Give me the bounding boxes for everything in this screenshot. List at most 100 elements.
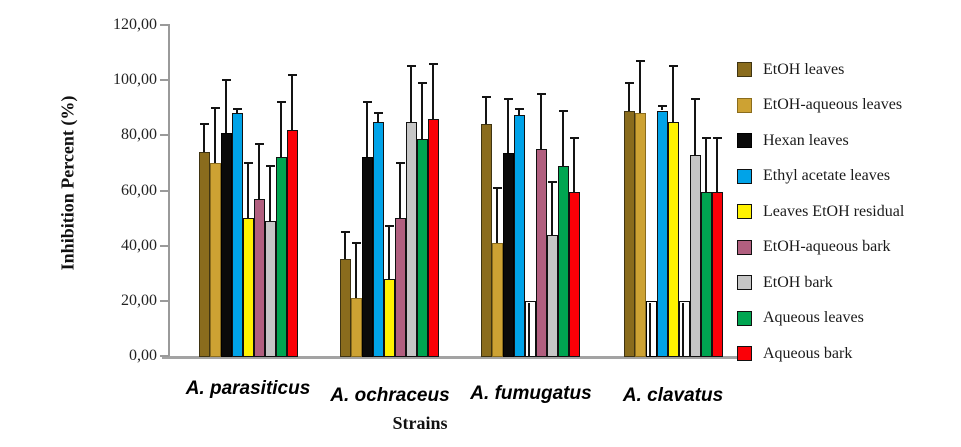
legend-swatch xyxy=(737,168,752,184)
legend-item: EtOH bark xyxy=(737,265,904,301)
y-tick-label: 60,00 xyxy=(121,181,157,199)
error-bar-whisker xyxy=(705,138,707,192)
error-bar-whisker xyxy=(485,96,487,125)
x-axis-title: Strains xyxy=(392,413,448,433)
error-bar-whisker xyxy=(247,162,249,219)
error-bar-cap xyxy=(625,81,634,84)
bar xyxy=(492,242,503,357)
error-bar-whisker xyxy=(291,74,293,130)
error-bar-cap xyxy=(407,65,416,68)
bar xyxy=(362,157,373,357)
bar xyxy=(503,153,514,357)
legend-item: Aqueous leaves xyxy=(737,301,904,337)
bar xyxy=(199,151,210,357)
legend-item: EtOH-aqueous bark xyxy=(737,230,904,266)
y-tick-label: 40,00 xyxy=(121,236,157,254)
error-bar-whisker xyxy=(236,109,238,114)
error-bar-whisker xyxy=(388,226,390,279)
error-bar-whisker xyxy=(280,102,282,158)
legend-swatch xyxy=(737,310,752,326)
error-bar-cap xyxy=(636,59,645,62)
y-tick-label: 120,00 xyxy=(113,16,157,33)
error-bar-whisker xyxy=(507,99,509,154)
error-bar-cap xyxy=(691,98,700,101)
error-bar-cap xyxy=(363,101,372,104)
x-axis-line xyxy=(162,356,748,359)
bar xyxy=(701,191,712,357)
legend-swatch xyxy=(737,239,752,255)
error-bar-cap xyxy=(515,108,524,111)
y-tick-label: 80,00 xyxy=(121,126,157,144)
legend-label: EtOH leaves xyxy=(763,60,845,78)
bar xyxy=(254,198,265,357)
error-bar-cap xyxy=(341,230,350,233)
bar xyxy=(340,259,351,357)
error-bar-whisker xyxy=(355,242,357,299)
bar xyxy=(265,220,276,357)
bar xyxy=(525,300,536,357)
error-bar-cap xyxy=(669,65,678,68)
bar xyxy=(417,139,428,357)
error-bar-whisker xyxy=(639,60,641,114)
error-bar-cap xyxy=(702,137,711,140)
x-category-label: A. ochraceus xyxy=(330,385,450,406)
legend-label: Aqueous bark xyxy=(763,344,853,362)
error-bar-cap xyxy=(277,101,286,104)
error-bar-cap xyxy=(429,62,438,65)
bar xyxy=(657,110,668,357)
legend-label: Ethyl acetate leaves xyxy=(763,167,891,185)
y-tick-label: 20,00 xyxy=(121,291,157,309)
bar xyxy=(232,113,243,357)
legend-swatch xyxy=(737,97,752,113)
bar xyxy=(668,121,679,357)
bar xyxy=(406,121,417,357)
error-bar-cap xyxy=(352,241,361,244)
y-tick-label: 100,00 xyxy=(113,71,157,89)
error-bar-whisker xyxy=(573,138,575,192)
bar xyxy=(679,300,690,357)
error-bar-whisker xyxy=(214,107,216,163)
error-bar-cap xyxy=(713,137,722,140)
error-bar-whisker xyxy=(344,231,346,260)
error-bar-whisker xyxy=(496,187,498,243)
error-bar-cap xyxy=(233,108,242,111)
bar xyxy=(536,149,547,357)
error-bar-cap xyxy=(493,186,502,189)
error-bar-cap xyxy=(255,142,264,145)
legend-item: EtOH leaves xyxy=(737,52,904,88)
error-bar-cap xyxy=(548,181,557,184)
y-tick-mark xyxy=(160,189,169,192)
inner-whisker xyxy=(649,302,651,356)
error-bar-whisker xyxy=(551,182,553,235)
legend-item: Ethyl acetate leaves xyxy=(737,159,904,195)
y-tick-mark xyxy=(160,24,169,26)
bar xyxy=(351,298,362,357)
bar xyxy=(287,129,298,357)
legend-item: Aqueous bark xyxy=(737,336,904,372)
error-bar-cap xyxy=(200,123,209,126)
y-tick-label: 0,00 xyxy=(129,347,157,364)
legend-swatch xyxy=(737,204,752,220)
legend-item: EtOH-aqueous leaves xyxy=(737,88,904,124)
error-bar-whisker xyxy=(421,82,423,140)
error-bar-whisker xyxy=(410,66,412,122)
x-category-label: A. parasiticus xyxy=(185,378,311,399)
error-bar-cap xyxy=(658,105,667,108)
error-bar-whisker xyxy=(269,165,271,221)
error-bar-cap xyxy=(570,137,579,140)
error-bar-cap xyxy=(504,98,513,101)
bar xyxy=(712,191,723,357)
y-tick-mark xyxy=(160,299,169,302)
error-bar-whisker xyxy=(399,162,401,219)
bar xyxy=(210,162,221,357)
error-bar-whisker xyxy=(518,109,520,115)
y-tick-mark xyxy=(160,134,169,137)
error-bar-cap xyxy=(222,79,231,82)
x-category-label: A. clavatus xyxy=(622,385,724,406)
legend-label: Leaves EtOH residual xyxy=(763,202,905,220)
error-bar-whisker xyxy=(258,143,260,199)
y-tick-mark xyxy=(160,79,169,82)
bar xyxy=(690,154,701,357)
error-bar-whisker xyxy=(540,93,542,150)
